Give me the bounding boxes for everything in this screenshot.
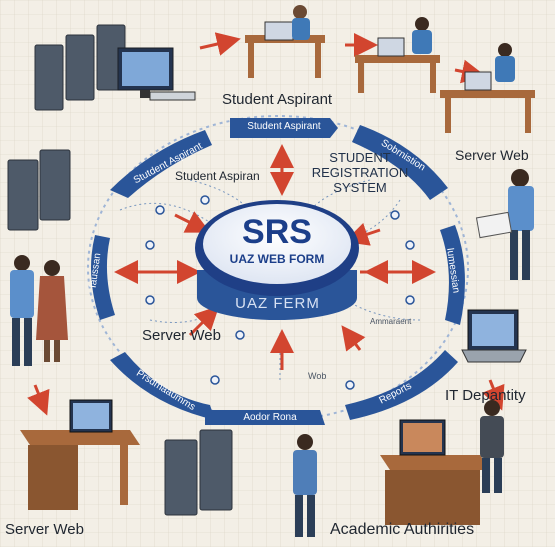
title-line-3: SYSTEM	[333, 180, 387, 195]
ring-segment-bottom-left	[110, 352, 215, 420]
server-rack-bottom	[164, 429, 233, 516]
ring-segment-right	[440, 225, 465, 325]
person-left-woman	[36, 260, 68, 362]
inner-label-left: Student Aspiran	[175, 169, 260, 183]
label-it-department: IT Depantity	[445, 387, 526, 404]
ring-segment-top-right	[352, 125, 448, 200]
ring-segment-bottom-right	[345, 350, 458, 420]
title-line-1: STUDENT	[329, 150, 391, 165]
system-title: STUDENT REGISTRATION SYSTEM	[300, 150, 420, 195]
srs-acronym: SRS	[242, 213, 312, 251]
laptop-right	[461, 309, 527, 363]
desk-bottom-left	[20, 399, 140, 510]
ring-label-top: Student Aspirant	[247, 121, 321, 132]
server-rack-top-left	[34, 24, 126, 111]
person-left-man	[10, 255, 34, 366]
desk-top-right	[355, 37, 440, 93]
ring-segment-bottom	[205, 410, 325, 425]
srs-platform	[195, 200, 359, 320]
ring-segment-top	[230, 118, 338, 138]
person-bottom-center	[293, 434, 317, 537]
outer-ring-track	[87, 115, 469, 421]
srs-badge: SRS UAZ WEB FORM	[197, 215, 357, 266]
ring-segment-left	[91, 235, 115, 320]
desk-top-center	[245, 21, 325, 78]
desk-bottom-right	[380, 419, 490, 525]
srs-subtitle: UAZ WEB FORM	[229, 252, 325, 266]
label-server-web-bottom: Server Web	[5, 521, 84, 538]
label-server-web-left: Server Web	[142, 327, 221, 344]
desk-right	[440, 71, 535, 133]
network-nodes	[145, 195, 415, 390]
label-server-web-right: Server Web	[455, 147, 529, 163]
inner-label-right: Ammaraent	[370, 317, 412, 326]
outer-ring	[87, 115, 469, 425]
label-academic-authorities: Academic Authirities	[330, 521, 475, 538]
inner-label-bottom: Wob	[308, 371, 327, 381]
person-right-standing	[475, 169, 534, 280]
ring-segment-top-left	[110, 130, 212, 198]
flow-arrows	[27, 32, 505, 416]
title-line-2: REGISTRATION	[311, 165, 409, 180]
platform-base-text: UAZ FERM	[235, 295, 320, 312]
person-top-right	[412, 17, 432, 54]
person-right	[495, 43, 515, 82]
person-top-center	[292, 5, 310, 40]
person-bottom-right	[480, 400, 504, 493]
platform-top	[203, 204, 351, 284]
monitor-top-left	[117, 47, 196, 101]
ring-label-bottom: Aodor Rona	[243, 412, 297, 423]
label-student-aspirant-top: Student Aspirant	[222, 91, 333, 108]
server-rack-left	[7, 149, 71, 231]
